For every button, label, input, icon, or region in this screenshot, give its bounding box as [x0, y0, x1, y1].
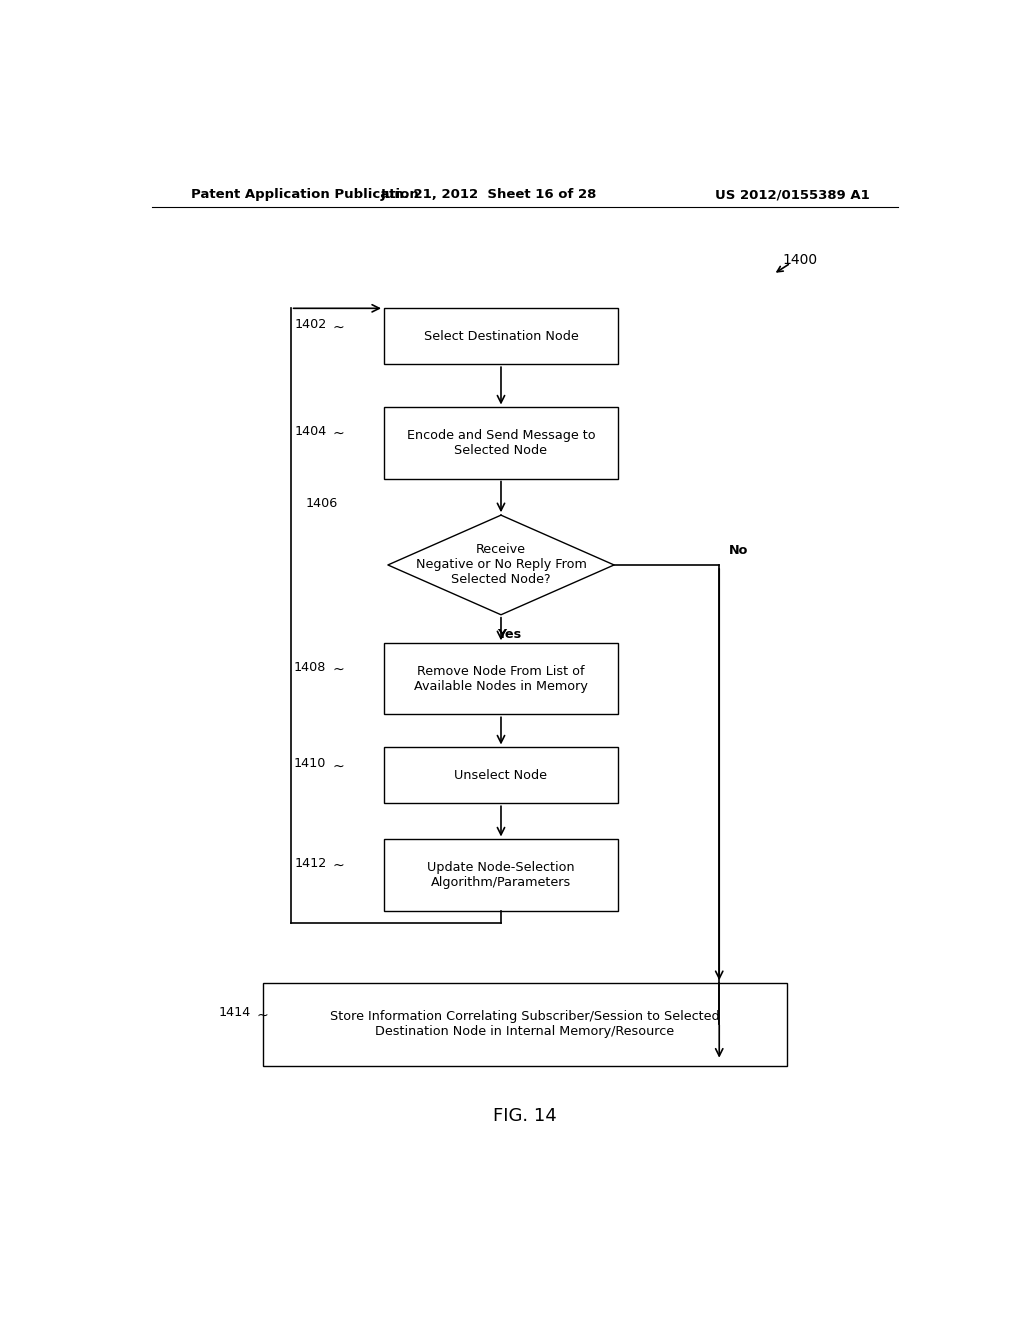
Text: US 2012/0155389 A1: US 2012/0155389 A1	[716, 189, 870, 202]
Text: ~: ~	[333, 321, 344, 334]
Text: Yes: Yes	[497, 628, 521, 642]
Text: 1406: 1406	[306, 498, 338, 510]
FancyBboxPatch shape	[384, 747, 618, 804]
FancyBboxPatch shape	[384, 408, 618, 479]
Text: Select Destination Node: Select Destination Node	[424, 330, 579, 343]
FancyBboxPatch shape	[384, 643, 618, 714]
Text: ~: ~	[333, 426, 344, 441]
Text: Encode and Send Message to
Selected Node: Encode and Send Message to Selected Node	[407, 429, 595, 457]
Text: ~: ~	[333, 759, 344, 774]
Text: 1404: 1404	[294, 425, 327, 438]
Text: Jun. 21, 2012  Sheet 16 of 28: Jun. 21, 2012 Sheet 16 of 28	[381, 189, 597, 202]
Text: 1408: 1408	[294, 661, 327, 673]
Text: ~: ~	[333, 859, 344, 873]
Text: Store Information Correlating Subscriber/Session to Selected
Destination Node in: Store Information Correlating Subscriber…	[330, 1010, 720, 1039]
Text: Remove Node From List of
Available Nodes in Memory: Remove Node From List of Available Nodes…	[414, 665, 588, 693]
Text: ~: ~	[257, 1008, 268, 1022]
Text: FIG. 14: FIG. 14	[493, 1107, 557, 1125]
Text: 1410: 1410	[294, 758, 327, 771]
Text: Unselect Node: Unselect Node	[455, 768, 548, 781]
Text: Patent Application Publication: Patent Application Publication	[191, 189, 419, 202]
Text: 1412: 1412	[294, 857, 327, 870]
Text: 1400: 1400	[782, 253, 818, 267]
Text: 1402: 1402	[294, 318, 327, 331]
FancyBboxPatch shape	[384, 309, 618, 364]
FancyBboxPatch shape	[384, 840, 618, 911]
Text: No: No	[729, 544, 749, 557]
Text: Receive
Negative or No Reply From
Selected Node?: Receive Negative or No Reply From Select…	[416, 544, 587, 586]
FancyBboxPatch shape	[263, 983, 786, 1065]
Text: ~: ~	[333, 663, 344, 677]
Text: 1414: 1414	[219, 1006, 251, 1019]
Text: Update Node-Selection
Algorithm/Parameters: Update Node-Selection Algorithm/Paramete…	[427, 861, 574, 888]
